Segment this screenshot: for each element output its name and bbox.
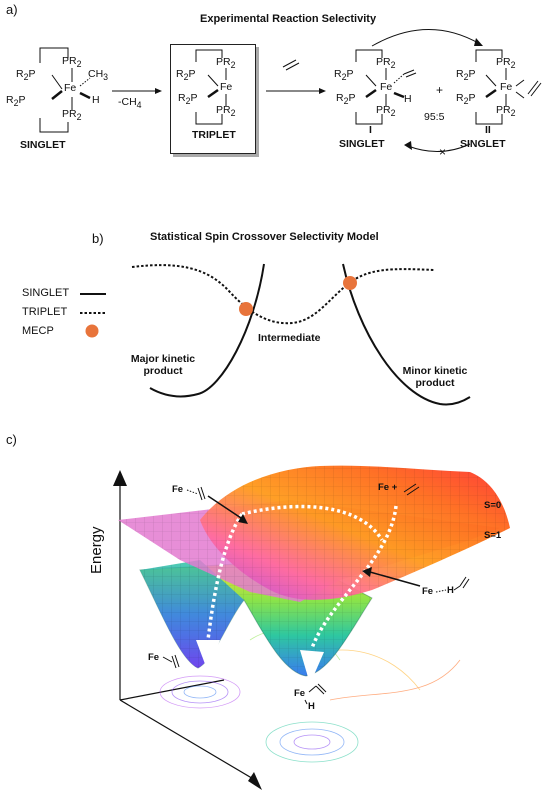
reactant-spin-label: SINGLET [20,139,66,151]
mecp-marker-right [343,276,357,290]
product-i-ligand-left-top: R2P [334,68,354,83]
reactant-metal: Fe [64,82,77,94]
intermediate-ligand-top: PR2 [216,56,236,71]
product-ii-ligand-top: PR2 [496,56,516,71]
loss-arrow [112,88,162,94]
product-i-spin-label: SINGLET [339,138,385,150]
legend-singlet-line [80,293,106,338]
reactant-hydride: H [92,94,100,106]
intermediate-ligand-left-top: R2P [176,68,196,83]
panel-c-label: c) [6,432,17,447]
annotation-fe-plus-ethylene: Fe + [378,482,398,493]
product-ii-metal: Fe [500,81,513,93]
intermediate-box [170,44,256,154]
annotation-fe-ethylene-left: Fe [148,652,160,663]
minor-product-annotation: Minor kinetic product [402,365,468,389]
interconversion-arrows [371,29,483,153]
intermediate-bonds [195,49,227,125]
selectivity-ratio: 95:5 [424,111,445,123]
blocked-mark: × [439,145,447,159]
annotation-fe-hydride-ethylene: Fe [422,586,434,597]
product-i-ligand-bottom: PR2 [376,104,396,119]
product-i-bonds [355,49,417,125]
intermediate-metal: Fe [220,81,233,93]
plus-sign: + [436,83,444,97]
product-ii-ligand-bottom: PR2 [496,104,516,119]
ethylene-arrow [266,59,326,94]
annotation-fe-ethylene-top: Fe [172,484,184,495]
mecp-marker-left [239,302,253,316]
reactant-ligand-top: PR2 [62,55,82,70]
intermediate-spin-label: TRIPLET [192,129,236,141]
spin-crossover-curves [131,263,471,406]
product-i-label: I [369,124,372,136]
product-i-ligand-top: PR2 [376,56,396,71]
annotation-fe-hydride-h: H [447,585,454,596]
reactant-methyl: CH3 [88,68,109,83]
annotation-fe-hydride-product-h: H [308,701,315,712]
legend-mecp-label: MECP [22,325,54,337]
product-ii-label: II [485,124,491,136]
intermediate-annotation: Intermediate [258,332,321,344]
reactant-bonds [39,47,91,133]
product-i-hydride: H [404,93,412,105]
reactant-ligand-bottom: PR2 [62,108,82,123]
annotation-fe-hydride-product: Fe [294,688,306,699]
panel-a-title: Experimental Reaction Selectivity [200,13,377,25]
reactant-ligand-left-bottom: R2P [6,94,26,109]
surface-label-s1: S=1 [484,530,502,541]
product-i-ligand-left-bottom: R2P [336,92,356,107]
product-ii-spin-label: SINGLET [460,138,506,150]
panel-a-label: a) [6,2,18,17]
major-product-annotation: Major kinetic product [130,353,196,377]
intermediate-ligand-bottom: PR2 [216,104,236,119]
intermediate-ligand-left-bottom: R2P [178,92,198,107]
product-i-metal: Fe [380,81,393,93]
product-ii-ligand-left-bottom: R2P [456,92,476,107]
panel-b-title: Statistical Spin Crossover Selectivity M… [150,231,379,243]
reactant-ligand-left-top: R2P [16,68,36,83]
product-ii-bonds [475,49,542,125]
panel-b-label: b) [92,231,104,246]
product-ii-ligand-left-top: R2P [456,68,476,83]
legend-singlet-label: SINGLET [22,287,70,299]
legend-triplet-label: TRIPLET [22,306,68,318]
surface-label-s0: S=0 [484,500,502,511]
loss-arrow-label: -CH4 [118,96,142,111]
